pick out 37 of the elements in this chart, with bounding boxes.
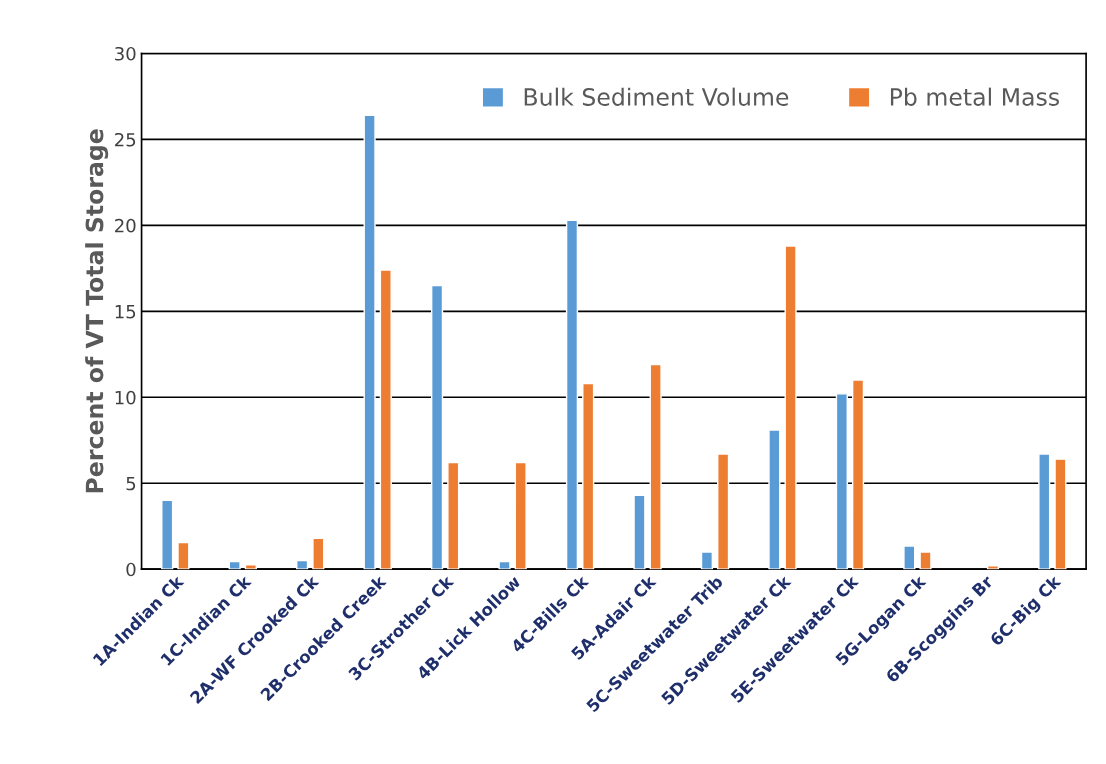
bar (784, 245, 797, 570)
y-tick-label: 15 (115, 305, 136, 319)
y-tick-label: 0 (126, 562, 136, 577)
bar (919, 551, 932, 570)
y-tick-label: 20 (115, 218, 136, 233)
bar (633, 494, 646, 570)
bar (768, 429, 781, 570)
bar (565, 219, 579, 570)
bar (700, 551, 714, 570)
bar (379, 269, 392, 570)
y-tick-label: 30 (115, 46, 136, 61)
bar (851, 379, 865, 570)
y-tick-label: 25 (115, 132, 136, 147)
bar (498, 560, 511, 570)
bar (514, 461, 527, 570)
y-tick-label: 5 (126, 476, 136, 491)
bar (161, 499, 174, 570)
bar (1038, 453, 1051, 570)
bar (1054, 458, 1067, 570)
bar (903, 545, 916, 570)
bar (430, 284, 444, 570)
bar (447, 461, 460, 570)
legend-label: Pb metal Mass (890, 87, 1059, 106)
bar (717, 453, 730, 570)
bar (582, 382, 595, 570)
bar (835, 393, 848, 570)
legend-label: Bulk Sediment Volume (524, 87, 789, 106)
bar (363, 114, 376, 570)
bar (986, 565, 1000, 570)
y-axis-title: Percent of VT Total Storage (85, 129, 109, 493)
bar (312, 537, 325, 570)
bar (296, 559, 309, 570)
bar (649, 363, 662, 570)
bar (228, 560, 241, 570)
y-tick-label: 10 (115, 390, 136, 405)
bar (244, 564, 257, 570)
bar (177, 541, 190, 570)
